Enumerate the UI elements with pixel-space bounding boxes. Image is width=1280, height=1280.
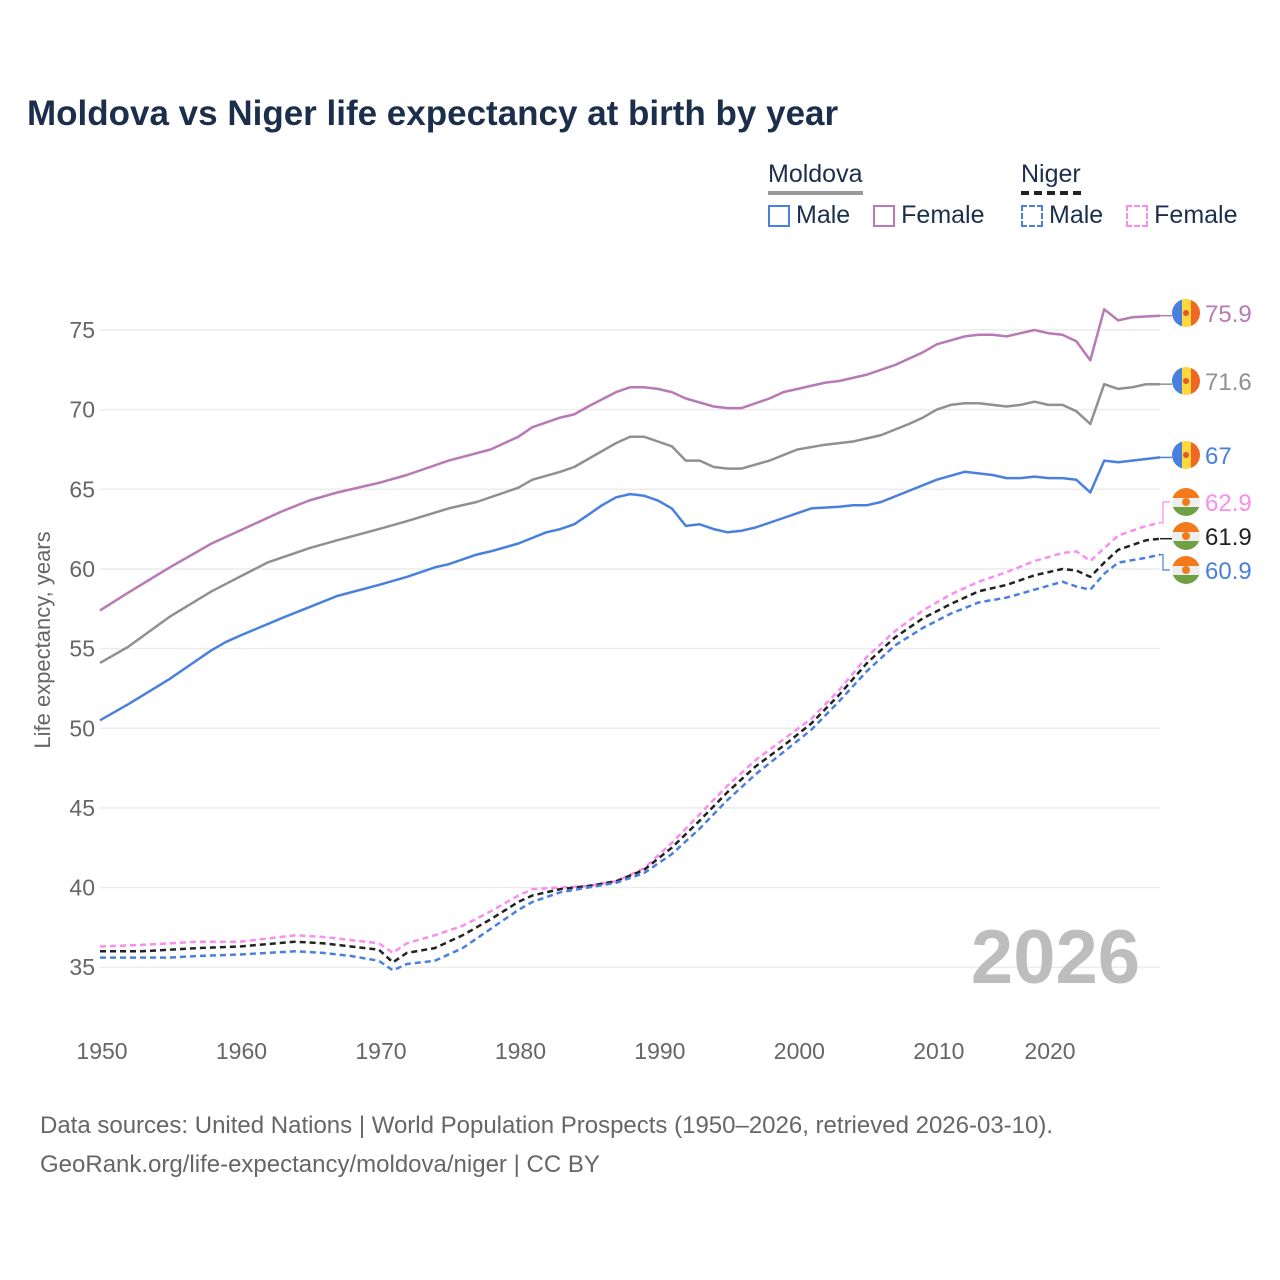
source-note: Data sources: United Nations | World Pop…	[40, 1112, 1054, 1139]
x-tick-label: 2000	[774, 1038, 825, 1064]
series-line-moldova-female	[99, 308, 1161, 612]
moldova-flag-icon	[1172, 299, 1200, 327]
y-tick-label: 45	[69, 795, 95, 821]
legend-group-title-niger: Niger	[1021, 160, 1081, 195]
legend-label: Male	[1049, 201, 1104, 229]
legend-swatch	[768, 204, 790, 227]
series-line-niger-male	[100, 553, 1161, 972]
x-tick-label: 1970	[355, 1038, 406, 1064]
end-value-label: 60.9	[1205, 558, 1252, 585]
x-tick-label: 1980	[495, 1038, 546, 1064]
chart-title: Moldova vs Niger life expectancy at birt…	[27, 94, 839, 133]
end-value-label: 71.6	[1205, 369, 1252, 396]
legend-swatch	[1021, 204, 1043, 227]
label-connector	[1160, 554, 1170, 571]
legend-item-niger-male[interactable]: Male	[1021, 201, 1103, 230]
series-line-moldova-total	[99, 382, 1160, 664]
end-value-label: 62.9	[1205, 490, 1252, 517]
x-tick-label: 2020	[1024, 1038, 1075, 1064]
url-note[interactable]: GeoRank.org/life-expectancy/moldova/nige…	[40, 1151, 600, 1178]
legend-item-moldova-female[interactable]: Female	[873, 201, 985, 230]
legend-item-moldova-male[interactable]: Male	[768, 201, 850, 230]
legend-label: Male	[796, 201, 851, 229]
end-value-label: 61.9	[1205, 524, 1252, 551]
legend-swatch	[873, 204, 896, 227]
legend-moldova: Moldova Male Female	[768, 160, 1001, 234]
y-tick-label: 40	[69, 875, 95, 901]
legend-label: Female	[1154, 201, 1238, 229]
niger-flag-icon	[1172, 522, 1200, 550]
y-tick-label: 50	[69, 715, 95, 741]
moldova-flag-icon	[1172, 441, 1200, 469]
legend-niger: Niger Male Female	[1021, 160, 1254, 234]
series-line-niger-total	[100, 537, 1161, 964]
legend-item-niger-female[interactable]: Female	[1126, 201, 1238, 230]
y-tick-label: 70	[69, 397, 95, 423]
y-tick-label: 75	[69, 317, 95, 343]
x-tick-label: 1950	[76, 1038, 127, 1064]
y-axis-label: Life expectancy, years	[30, 531, 55, 748]
y-tick-label: 35	[69, 954, 95, 980]
series-line-moldova-male	[99, 456, 1161, 722]
legend-swatch	[1126, 204, 1149, 227]
label-connector	[1160, 501, 1170, 524]
series-line-niger-female	[99, 521, 1161, 955]
y-tick-label: 65	[69, 476, 95, 502]
x-tick-label: 1960	[216, 1038, 267, 1064]
x-tick-label: 2010	[913, 1038, 964, 1064]
niger-flag-icon	[1172, 556, 1200, 584]
footer: Data sources: United Nations | World Pop…	[40, 1106, 1053, 1184]
x-tick-label: 1990	[634, 1038, 685, 1064]
legend-group-title-moldova: Moldova	[768, 160, 863, 195]
niger-flag-icon	[1172, 488, 1200, 516]
y-tick-label: 60	[69, 556, 95, 582]
end-value-label: 67	[1205, 443, 1232, 470]
legend-label: Female	[901, 201, 985, 229]
year-watermark: 2026	[971, 915, 1140, 1000]
y-tick-label: 55	[69, 636, 95, 662]
end-value-label: 75.9	[1205, 301, 1252, 328]
moldova-flag-icon	[1172, 367, 1200, 395]
